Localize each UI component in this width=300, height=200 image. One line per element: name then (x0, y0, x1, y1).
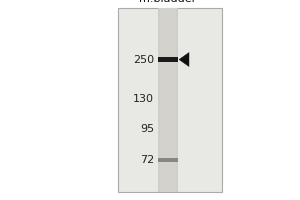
Text: 130: 130 (133, 94, 154, 104)
Bar (160, 8, 176, 192)
Bar (118, 8, 222, 192)
Bar (158, 8, 178, 192)
Polygon shape (179, 53, 189, 67)
Text: m.bladder: m.bladder (140, 0, 196, 4)
Bar (158, 57, 178, 62)
Text: 95: 95 (140, 124, 154, 134)
Text: 72: 72 (140, 155, 154, 165)
Text: 250: 250 (133, 55, 154, 65)
Bar (158, 158, 178, 162)
